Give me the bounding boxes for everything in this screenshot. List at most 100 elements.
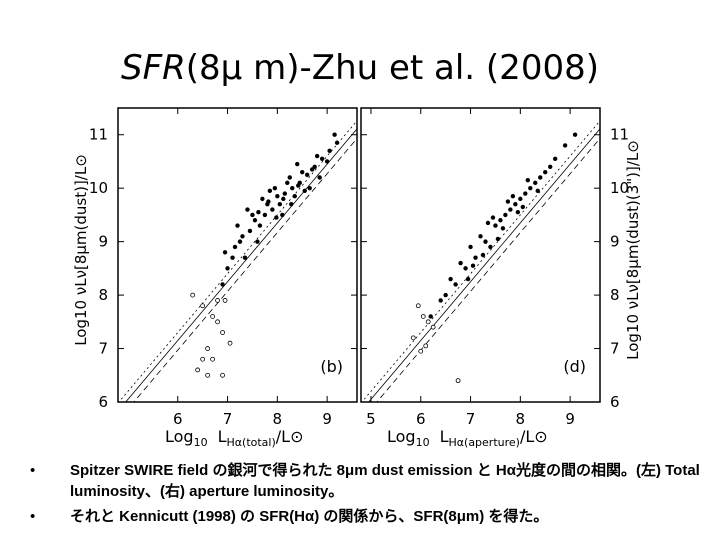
data-point-filled bbox=[520, 204, 526, 210]
data-point-filled bbox=[513, 202, 518, 207]
panel-label: (b) bbox=[320, 357, 343, 376]
y-tick-label: 10 bbox=[610, 179, 629, 197]
data-point-filled bbox=[463, 266, 468, 271]
fit-line-solid bbox=[368, 128, 600, 402]
data-point-filled bbox=[319, 156, 325, 161]
data-point-filled bbox=[458, 260, 463, 266]
data-point-filled bbox=[508, 207, 513, 212]
data-point-filled bbox=[317, 175, 322, 180]
y-tick-label: 7 bbox=[610, 340, 620, 358]
data-point-filled bbox=[240, 234, 245, 239]
data-point-filled bbox=[280, 212, 285, 218]
data-point-filled bbox=[305, 172, 310, 178]
data-point-open bbox=[455, 378, 461, 384]
data-point-filled bbox=[483, 239, 488, 244]
data-point-filled bbox=[275, 194, 280, 199]
data-point-filled bbox=[309, 167, 315, 172]
data-point-filled bbox=[505, 199, 511, 204]
data-point-filled bbox=[465, 276, 471, 282]
data-point-filled bbox=[503, 212, 508, 218]
data-point-filled bbox=[478, 234, 483, 239]
fit-line-dotted bbox=[361, 120, 600, 402]
data-point-filled bbox=[235, 223, 240, 228]
data-point-filled bbox=[307, 185, 312, 191]
data-point-open bbox=[215, 319, 220, 325]
data-point-filled bbox=[490, 215, 496, 220]
x-tick-label: 6 bbox=[416, 410, 426, 428]
data-point-open bbox=[210, 314, 216, 319]
data-point-filled bbox=[480, 252, 486, 258]
data-point-filled bbox=[473, 255, 478, 260]
data-point-filled bbox=[327, 148, 332, 153]
data-point-filled bbox=[498, 218, 503, 223]
x-tick-label: 7 bbox=[223, 410, 233, 428]
data-point-filled bbox=[260, 196, 265, 202]
bullet-text: Spitzer SWIRE field の銀河で得られた 8μm dust em… bbox=[70, 462, 700, 500]
data-point-open bbox=[430, 324, 436, 330]
fit-line-solid bbox=[125, 128, 357, 402]
data-point-filled bbox=[289, 202, 294, 207]
y-tick-label: 10 bbox=[89, 179, 108, 197]
data-point-filled bbox=[525, 177, 531, 183]
data-point-filled bbox=[314, 153, 320, 159]
data-point-open bbox=[220, 372, 225, 378]
panel-b: 6 7 8 9 10 11 6 7 8 9 (b) bbox=[89, 107, 358, 428]
data-point-filled bbox=[247, 228, 253, 234]
data-point-open bbox=[215, 298, 220, 303]
fit-line-dashed bbox=[376, 138, 600, 402]
bullet-mark: • bbox=[30, 462, 36, 479]
data-point-filled bbox=[538, 175, 543, 180]
data-point-open bbox=[227, 340, 233, 346]
data-point-filled bbox=[281, 196, 286, 202]
data-point-open bbox=[205, 372, 211, 378]
x-tick-label: 9 bbox=[565, 410, 575, 428]
bullet-mark: • bbox=[30, 508, 36, 525]
data-point-filled bbox=[493, 223, 498, 228]
data-point-filled bbox=[468, 244, 473, 250]
x-tick-label: 8 bbox=[273, 410, 283, 428]
data-point-filled bbox=[453, 282, 458, 287]
data-point-open bbox=[222, 298, 228, 303]
data-point-open bbox=[415, 303, 421, 309]
data-point-open bbox=[190, 292, 196, 298]
data-point-filled bbox=[287, 175, 292, 180]
data-point-filled bbox=[270, 207, 275, 212]
y-tick-label: 11 bbox=[89, 126, 108, 144]
data-point-filled bbox=[262, 212, 268, 218]
data-point-filled bbox=[334, 140, 340, 145]
data-point-filled bbox=[543, 169, 548, 175]
data-point-filled bbox=[292, 194, 297, 199]
bullet-text: それと Kennicutt (1998) の SFR(Hα) の関係から、SFR… bbox=[70, 508, 549, 525]
y-tick-label: 8 bbox=[610, 286, 620, 304]
data-point-filled bbox=[572, 132, 578, 137]
left-ylabel: Log10 νLν[8μm(dust)]/L⊙ bbox=[72, 154, 90, 346]
y-tick-label: 9 bbox=[98, 233, 108, 251]
right-xlabel: Log10 LHα(aperture)/L⊙ bbox=[387, 427, 548, 449]
data-point-filled bbox=[237, 239, 243, 244]
data-point-filled bbox=[230, 255, 235, 260]
bullet-list: • Spitzer SWIRE field の銀河で得られた 8μm dust … bbox=[30, 460, 700, 527]
data-point-open bbox=[205, 346, 211, 351]
data-point-filled bbox=[470, 263, 476, 268]
data-point-filled bbox=[562, 143, 568, 148]
data-point-filled bbox=[428, 314, 433, 319]
left-xlabel: Log10 LHα(total)/L⊙ bbox=[165, 427, 303, 449]
data-point-open bbox=[410, 335, 416, 341]
y-tick-label: 8 bbox=[98, 286, 108, 304]
data-point-filled bbox=[242, 255, 248, 260]
data-point-filled bbox=[332, 132, 337, 137]
y-tick-label: 9 bbox=[610, 233, 620, 251]
data-point-open bbox=[425, 319, 431, 325]
bullet-item: • Spitzer SWIRE field の銀河で得られた 8μm dust … bbox=[30, 460, 700, 502]
y-tick-label: 7 bbox=[98, 340, 108, 358]
right-ylabel: Log10 νLν[8μm(dust)(3")]/L⊙ bbox=[624, 140, 642, 360]
data-point-filled bbox=[285, 180, 290, 186]
data-point-filled bbox=[250, 212, 255, 218]
data-point-filled bbox=[225, 266, 230, 271]
data-point-filled bbox=[495, 236, 501, 242]
data-point-filled bbox=[232, 244, 238, 250]
data-point-filled bbox=[533, 180, 538, 186]
data-point-filled bbox=[277, 202, 283, 207]
data-point-filled bbox=[438, 298, 443, 303]
data-point-filled bbox=[220, 282, 225, 287]
